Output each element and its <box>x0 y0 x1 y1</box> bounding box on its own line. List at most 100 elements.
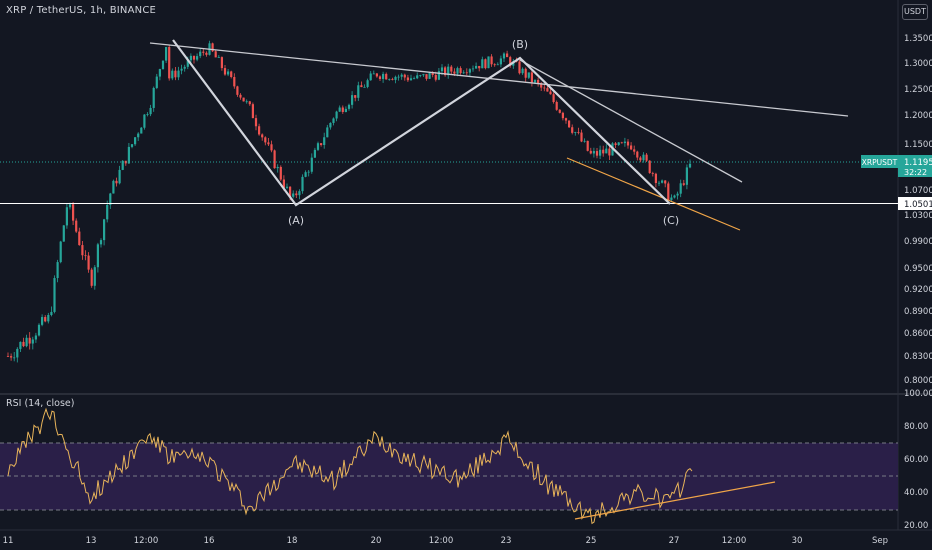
candle-body <box>134 137 137 145</box>
candle-body <box>437 71 440 80</box>
candle-body <box>620 142 623 144</box>
time-axis[interactable]: 11 13 12:00 16 18 20 12:00 23 25 27 12:0… <box>3 536 888 546</box>
price-tick: 0.8000 <box>904 376 932 386</box>
candle-body <box>68 204 72 208</box>
candle-body <box>248 101 251 105</box>
candle-body <box>636 151 639 158</box>
abc-wave-path[interactable] <box>172 39 671 207</box>
candle-body <box>152 87 155 108</box>
time-tick: 12:00 <box>722 536 747 546</box>
panel-separator[interactable] <box>0 393 932 395</box>
candle-body <box>363 86 366 88</box>
price-badge-countdown: 32:22 <box>904 168 927 177</box>
time-tick: 11 <box>3 536 14 546</box>
time-tick: 27 <box>669 536 680 546</box>
candle-body <box>589 150 592 154</box>
candle-body <box>651 172 654 174</box>
candle-body <box>549 91 552 95</box>
candle-body <box>81 245 84 256</box>
time-tick: Sep <box>872 536 888 546</box>
candle-body <box>313 149 316 158</box>
price-tick: 0.8300 <box>904 352 932 362</box>
candle-body <box>84 255 87 257</box>
candle-body <box>586 140 589 151</box>
candle-body <box>270 144 273 151</box>
candle-body <box>137 133 140 138</box>
candle-body <box>351 95 354 105</box>
candle-body <box>416 75 419 79</box>
time-tick: 18 <box>287 536 298 546</box>
candle-body <box>580 132 583 142</box>
candle-body <box>279 166 282 180</box>
candle-body <box>502 53 506 59</box>
rsi-tick: 60.00 <box>904 455 928 465</box>
candle-body <box>41 317 44 325</box>
rsi-divergence-trendline[interactable] <box>574 481 776 520</box>
candle-body <box>180 68 183 71</box>
candle-body <box>285 186 289 188</box>
candle-body <box>171 70 174 79</box>
candle-body <box>419 75 422 77</box>
candle-body <box>391 79 394 80</box>
price-tick: 1.1500 <box>904 140 932 150</box>
candle-body <box>605 148 608 154</box>
candle-body <box>155 76 158 88</box>
price-tick: 1.3000 <box>904 59 932 69</box>
candle-body <box>282 179 285 188</box>
lower-orange-trendline[interactable] <box>566 157 741 231</box>
candle-body <box>397 76 400 78</box>
candle-body <box>574 132 577 133</box>
upper-trendline[interactable] <box>149 42 849 117</box>
rsi-tick: 80.00 <box>904 422 928 432</box>
candle-body <box>103 219 106 241</box>
candle-body <box>478 65 481 69</box>
candle-body <box>59 241 62 263</box>
candle-body <box>564 118 568 121</box>
price-tick: 1.0700 <box>904 186 932 196</box>
candle-body <box>378 76 382 79</box>
candle-body <box>335 111 338 119</box>
candle-body <box>165 47 168 61</box>
candle-body <box>400 74 403 77</box>
candle-body <box>158 69 161 77</box>
candle-body <box>13 357 16 359</box>
time-tick: 16 <box>204 536 215 546</box>
candle-body <box>537 79 540 84</box>
descending-channel-line[interactable] <box>519 59 743 183</box>
candle-body <box>382 73 385 79</box>
level-badge-bg <box>898 197 932 210</box>
time-tick: 12:00 <box>429 536 454 546</box>
candle-body <box>592 151 595 154</box>
rsi-axis[interactable]: 100.00 80.00 60.00 40.00 20.00 <box>904 389 932 531</box>
candle-body <box>394 76 397 80</box>
candle-body <box>258 126 261 135</box>
candle-body <box>223 68 227 75</box>
candle-body <box>561 112 564 119</box>
candle-body <box>471 68 475 70</box>
candle-body <box>341 107 344 113</box>
candle-body <box>140 127 143 134</box>
chart-title: XRP / TetherUS, 1h, BINANCE <box>6 5 157 16</box>
level-badge: 1.0501 <box>898 197 932 210</box>
candle-body <box>295 193 298 196</box>
candle-body <box>499 58 502 65</box>
rsi-tick: 40.00 <box>904 488 928 498</box>
candle-body <box>310 157 313 172</box>
candle-body <box>109 193 112 205</box>
candle-body <box>99 240 103 245</box>
candle-body <box>431 73 434 75</box>
candle-body <box>72 204 75 221</box>
price-axis[interactable]: 1.3500 1.3000 1.2500 1.2000 1.1500 1.070… <box>904 34 932 386</box>
candle-body <box>577 132 580 133</box>
candle-body <box>115 180 118 184</box>
candle-body <box>555 102 558 110</box>
currency-button[interactable]: USDT <box>902 4 928 20</box>
candle-body <box>292 193 295 197</box>
price-tick: 1.2500 <box>904 85 932 95</box>
candle-body <box>161 60 165 70</box>
candle-body <box>189 55 192 61</box>
candle-body <box>326 127 329 138</box>
candle-body <box>657 182 661 184</box>
candle-body <box>428 73 431 79</box>
